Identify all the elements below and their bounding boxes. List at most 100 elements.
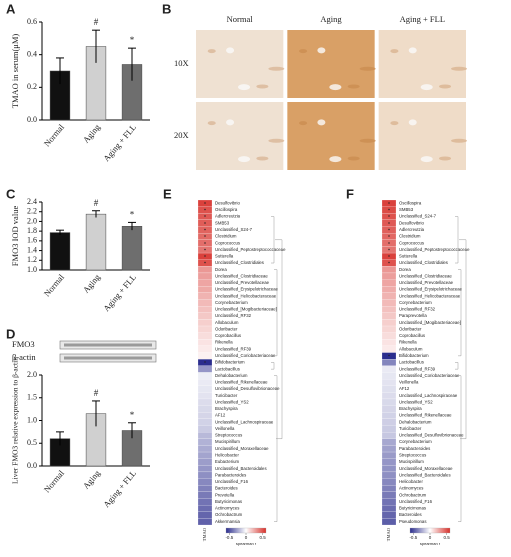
row-label: AF12 <box>399 386 410 391</box>
row-label: AF12 <box>215 413 226 418</box>
row-label: Bifidobacterium <box>399 353 429 358</box>
column-label: TMAO <box>202 527 207 541</box>
blot-band-core <box>64 356 152 360</box>
row-label: Unclassified_Coriobacteriaceae <box>399 373 460 378</box>
heatmap-cell <box>197 412 213 419</box>
y-axis-label: TMAO in serum(μM) <box>10 34 20 109</box>
significance-mark: * <box>388 262 391 267</box>
row-label: Unclassified_Desulfovibrionaceae <box>399 433 464 438</box>
panel-letter: B <box>162 1 171 16</box>
x-tick-label: Aging + FLL <box>101 122 138 163</box>
colorbar-tick-label: -0.5 <box>409 535 417 540</box>
row-label: Mucispirillum <box>215 439 240 444</box>
tissue-detail <box>451 66 468 71</box>
significance-mark: * <box>204 249 207 254</box>
heatmap-cell <box>197 272 213 280</box>
heatmap-cell <box>197 319 213 327</box>
row-label: Bacteroides <box>399 512 422 517</box>
column-label: Aging <box>320 14 342 24</box>
heatmap-cell <box>197 392 213 400</box>
heatmap-cell <box>381 458 397 466</box>
heatmap-cell <box>197 505 213 512</box>
row-label: Unclassified_S24-7 <box>215 227 253 232</box>
significance-mark: # <box>94 388 99 398</box>
significance-mark: * <box>388 202 391 207</box>
row-label: Actinomyces <box>215 506 239 511</box>
heatmap-cell <box>381 425 397 433</box>
significance-mark: * <box>388 216 391 221</box>
row-label: Streptococcus <box>215 433 242 438</box>
row-label: Unclassified_Erysipelotrichaceae <box>215 287 279 292</box>
row-label: Adlercreutzia <box>399 227 425 232</box>
significance-mark: * <box>388 229 391 234</box>
y-tick-label: 0.4 <box>27 49 37 58</box>
heatmap-cell <box>381 365 397 373</box>
y-tick-label: 0.2 <box>27 82 37 91</box>
row-label: Oscillospira <box>215 207 238 212</box>
row-label: Unclassified_RF32 <box>399 307 436 312</box>
y-axis-label: Liver FMO3 relative expression to β-acti… <box>11 357 20 484</box>
row-label: Helicobacter <box>215 452 239 457</box>
tissue-detail <box>420 156 433 163</box>
heatmap-cell <box>197 345 213 353</box>
tissue-detail <box>359 138 376 143</box>
column-label: Normal <box>227 14 254 24</box>
row-label: SMB53 <box>399 207 414 212</box>
panel-letter: F <box>346 186 354 201</box>
row-label: Brachyspira <box>399 406 422 411</box>
panel-letter: E <box>163 186 172 201</box>
row-label: Coprobacillus <box>399 333 425 338</box>
row-label: Odoribacter <box>399 326 422 331</box>
heatmap-cell <box>381 279 397 287</box>
y-tick-label: 1.0 <box>27 415 37 424</box>
heatmap-cell <box>197 352 213 360</box>
heatmap-cell <box>197 491 213 499</box>
row-label: Unclassified_Moraxellaceae <box>215 446 269 451</box>
blot-label: β-actin <box>12 352 36 362</box>
significance-mark: # <box>94 17 99 27</box>
column-label: TMAO <box>386 527 391 541</box>
heatmap-cell <box>197 451 213 459</box>
heatmap-cell <box>197 432 213 439</box>
heatmap-cell <box>381 451 397 459</box>
tissue-detail <box>299 121 308 126</box>
heatmap-cell <box>381 518 397 526</box>
row-label: Unclassified_RF32 <box>215 313 252 318</box>
row-label: Clostridium <box>215 234 237 239</box>
blot-band-core <box>64 343 152 347</box>
row-label: Corynebacterium <box>215 300 248 305</box>
row-label: Coprobacillus <box>215 333 241 338</box>
heatmap-cell <box>381 405 397 413</box>
row-label: Parabacteroides <box>215 472 246 477</box>
panel-letter: D <box>6 326 15 341</box>
row-label: Unclassified_S24-7 <box>399 214 437 219</box>
y-tick-label: 1.0 <box>27 265 37 274</box>
heatmap-cell <box>197 478 213 486</box>
heatmap-cell <box>381 272 397 280</box>
row-label: Bacteroides <box>215 486 238 491</box>
dendrogram <box>455 216 459 264</box>
y-tick-label: 1.4 <box>27 245 37 254</box>
row-label: Bifidobacterium <box>215 360 245 365</box>
tissue-detail <box>347 156 360 161</box>
tissue-detail <box>439 84 452 89</box>
tissue-detail <box>256 156 269 161</box>
y-tick-label: 0.0 <box>27 115 37 124</box>
heatmap-cell <box>197 292 213 300</box>
heatmap-cell <box>381 299 397 307</box>
significance-mark: * <box>204 229 207 234</box>
heatmap-cell <box>381 378 397 386</box>
row-label: 20X <box>174 130 189 140</box>
row-label: 10X <box>174 58 189 68</box>
y-tick-label: 0.5 <box>27 438 37 447</box>
x-tick-label: Normal <box>42 468 67 495</box>
heatmap-cell <box>197 286 213 293</box>
bar <box>85 213 107 271</box>
y-tick-label: 1.6 <box>27 236 37 245</box>
y-tick-label: 2.0 <box>27 370 37 379</box>
row-label: Paraprevotella <box>399 313 427 318</box>
significance-mark: * <box>388 249 391 254</box>
blot-label: FMO3 <box>12 339 35 349</box>
row-label: Streptococcus <box>399 452 426 457</box>
row-label: Akkermansia <box>215 519 240 524</box>
